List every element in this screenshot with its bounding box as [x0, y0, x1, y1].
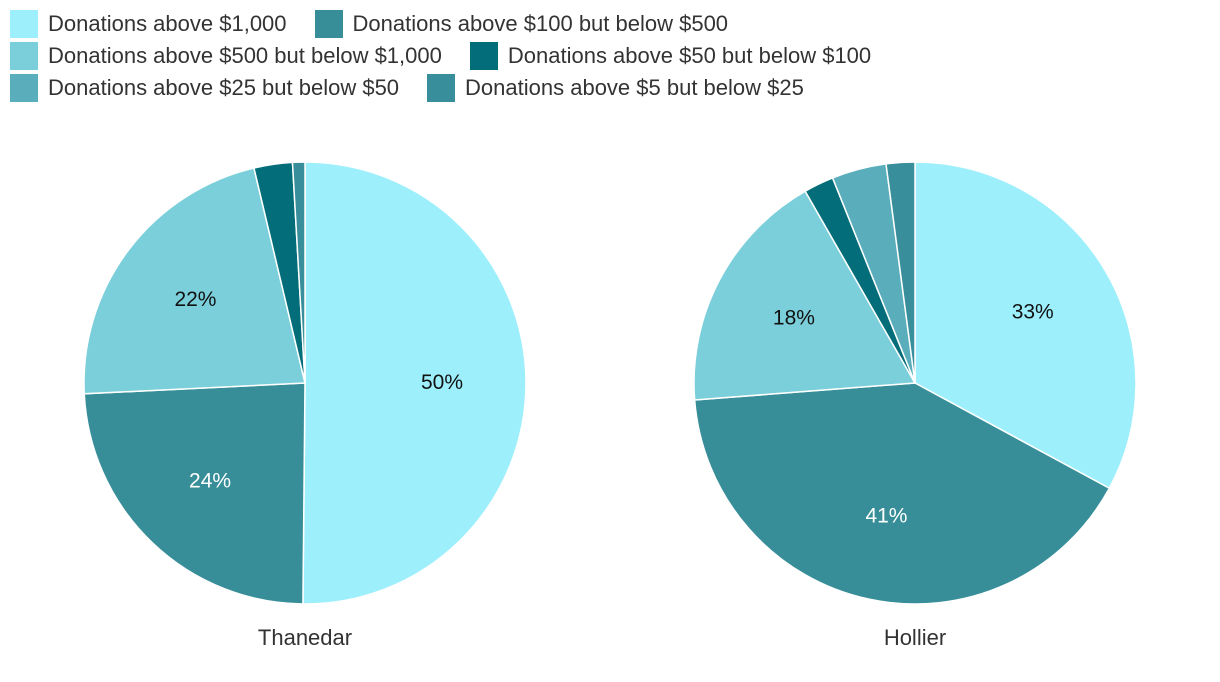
- pie-slice: [83, 167, 306, 395]
- pie-slice: [885, 161, 916, 384]
- legend-swatch: [10, 42, 38, 70]
- pie-title: Thanedar: [258, 625, 352, 650]
- legend-swatch: [314, 10, 343, 38]
- pie-title: Hollier: [884, 625, 946, 650]
- chart-legend: Donations above $1,000 Donations above $1…: [10, 8, 1210, 104]
- legend-label: Donations above $5 but below $25: [465, 75, 804, 100]
- pie-chart-hollier: 33% 41% 18% Hollier: [693, 161, 1137, 650]
- legend-label: Donations above $100 but below $500: [352, 11, 729, 36]
- slice-label: 24%: [189, 469, 231, 492]
- legend-item: Donations above $25 but below $50: [10, 74, 399, 102]
- pie-chart-thanedar: 50% 24% 22% Thanedar: [83, 161, 527, 650]
- legend-swatch: [427, 74, 456, 102]
- legend-item: Donations above $500 but below $1,000: [10, 42, 442, 70]
- legend-row: Donations above $500 but below $1,000 Don…: [10, 40, 1210, 72]
- pie-slice: [291, 161, 306, 384]
- legend-label: Donations above $1,000: [48, 11, 287, 36]
- legend-item: Donations above $5 but below $25: [427, 74, 804, 102]
- pie-slice: [693, 190, 917, 401]
- slice-label: 18%: [773, 306, 815, 329]
- pie-slice: [914, 161, 1137, 490]
- legend-label: Donations above $500 but below $1,000: [48, 43, 442, 68]
- slice-label: 50%: [421, 371, 463, 394]
- legend-row: Donations above $25 but below $50 Donatio…: [10, 72, 1210, 104]
- legend-item: Donations above $1,000: [10, 10, 287, 38]
- slice-label: 22%: [174, 288, 216, 311]
- slice-label: 41%: [865, 505, 907, 528]
- legend-label: Donations above $25 but below $50: [48, 75, 400, 100]
- legend-swatch: [10, 74, 38, 102]
- legend-swatch: [10, 10, 38, 38]
- legend-swatch: [469, 42, 498, 70]
- legend-row: Donations above $1,000 Donations above $1…: [10, 8, 1210, 40]
- legend-item: Donations above $50 but below $100: [469, 42, 872, 70]
- legend-item: Donations above $100 but below $500: [314, 10, 729, 38]
- slice-label: 33%: [1012, 300, 1054, 323]
- pie-slice: [83, 382, 306, 605]
- pie-slice: [693, 382, 1111, 605]
- legend-label: Donations above $50 but below $100: [507, 43, 872, 68]
- pie-slice: [302, 161, 527, 605]
